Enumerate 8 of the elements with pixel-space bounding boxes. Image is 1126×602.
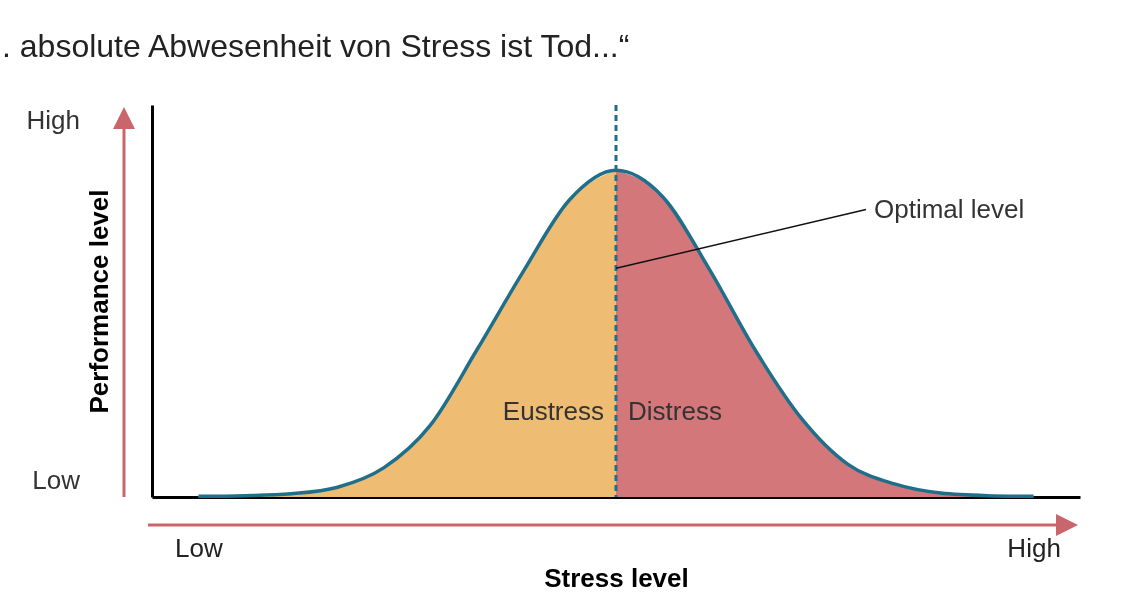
text: High xyxy=(26,104,80,135)
text: Low xyxy=(32,465,81,496)
series-label: Eustress xyxy=(502,396,604,427)
series-label: Distress xyxy=(628,396,722,427)
x-axis-title: Stress level xyxy=(544,562,689,593)
chart-title: . absolute Abwesenheit von Stress ist Tod...“ xyxy=(2,27,630,64)
annotation: Optimal level xyxy=(874,193,1025,224)
y-axis-title: Performance level xyxy=(83,189,114,414)
